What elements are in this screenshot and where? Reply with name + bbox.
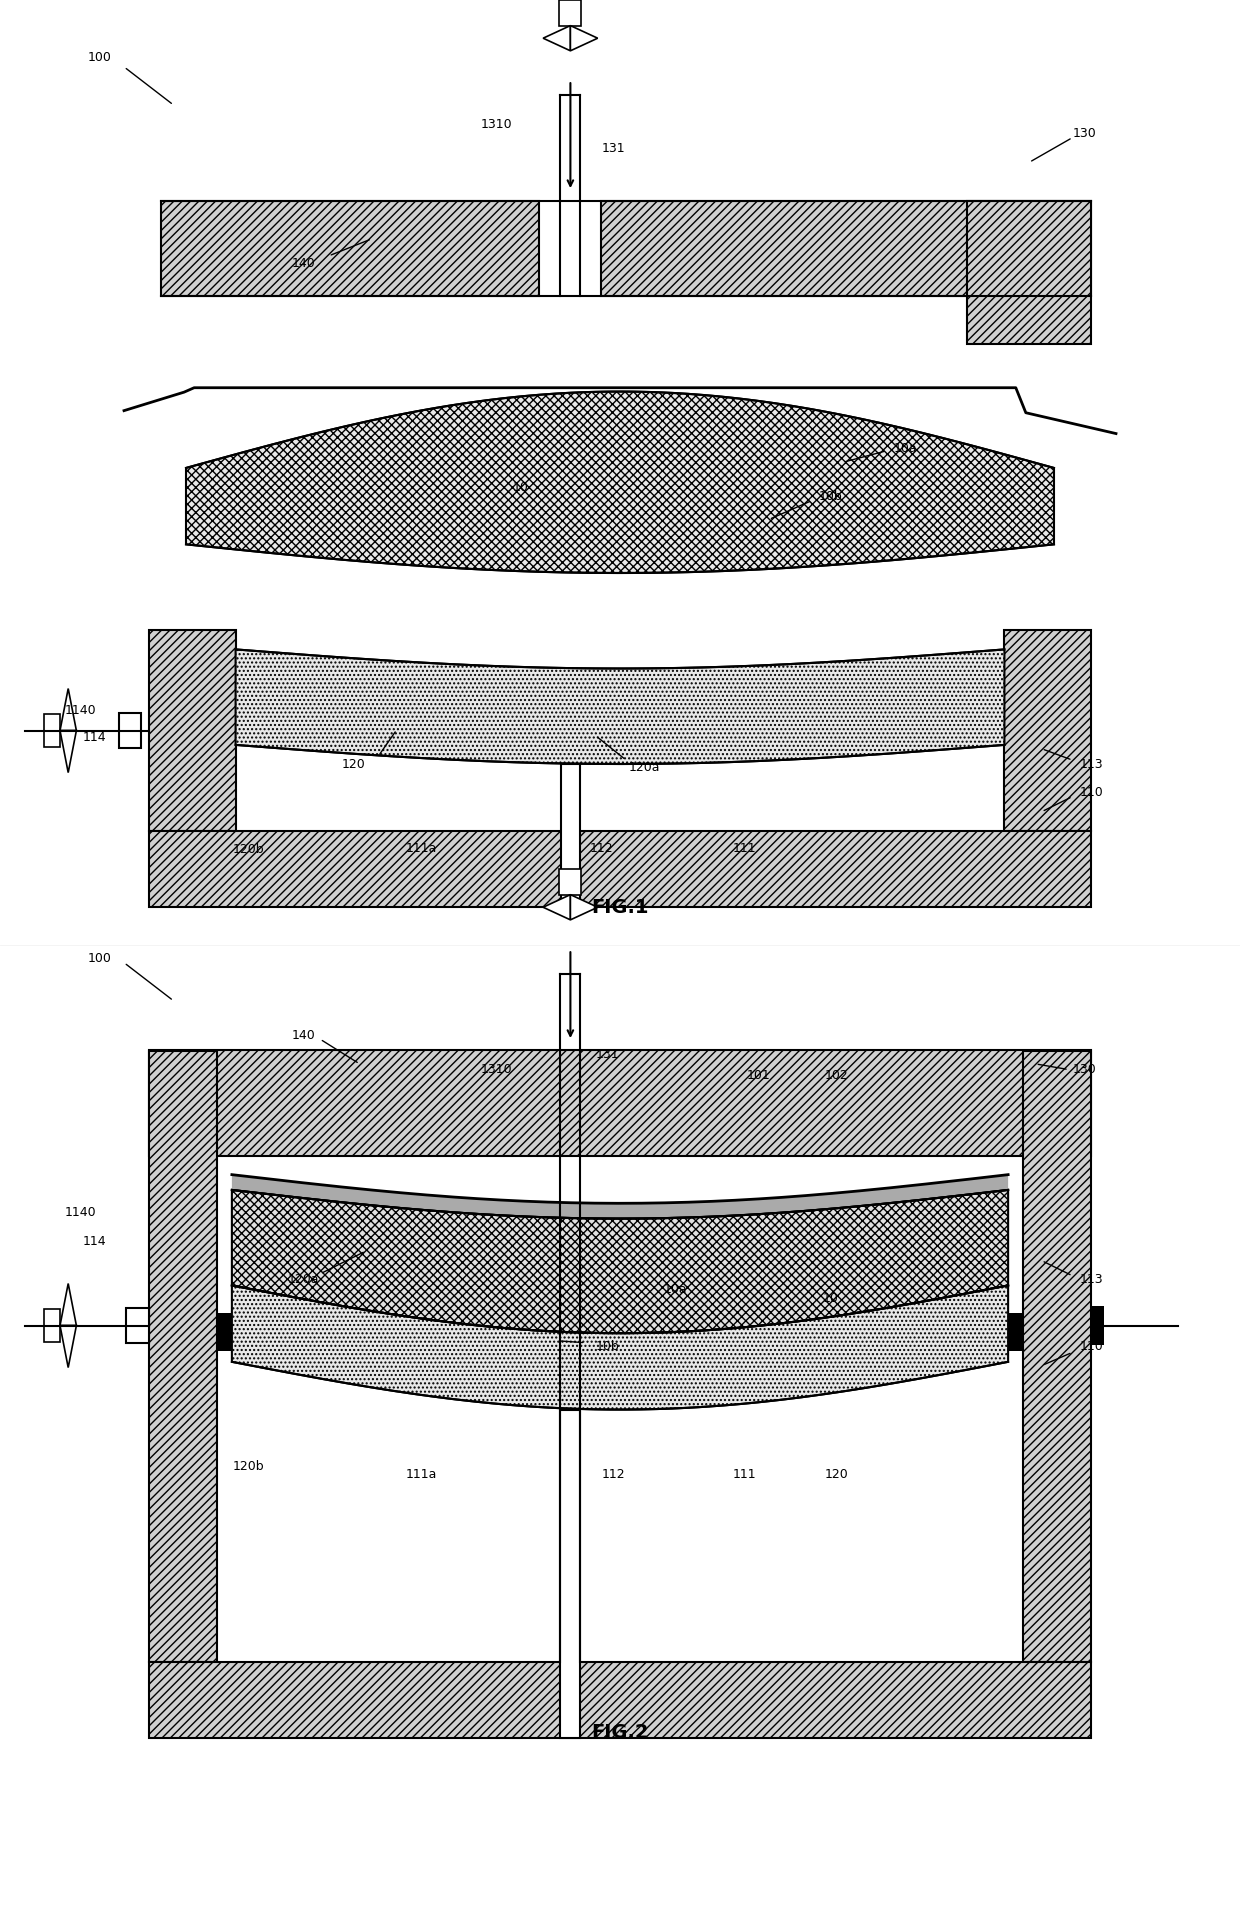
Text: 130: 130 (1073, 128, 1097, 139)
Text: 114: 114 (82, 1236, 107, 1247)
Text: 120: 120 (825, 1469, 849, 1480)
Text: 10b: 10b (818, 491, 843, 502)
Bar (119, 714, 141, 749)
Text: 112: 112 (601, 1469, 626, 1480)
Bar (149, 831, 1091, 907)
Text: 113: 113 (1079, 1274, 1104, 1285)
Text: 110: 110 (1079, 1341, 1104, 1352)
Text: 111: 111 (732, 1469, 756, 1480)
Bar (217, 1314, 232, 1352)
Text: 112: 112 (589, 842, 614, 854)
Text: 130: 130 (1073, 1064, 1097, 1075)
Text: 113: 113 (1079, 758, 1104, 770)
Text: FIG.1: FIG.1 (591, 898, 649, 917)
Text: 120a: 120a (288, 1274, 320, 1285)
Text: 10b: 10b (595, 1341, 620, 1352)
Text: 111a: 111a (405, 842, 438, 854)
Text: 111a: 111a (405, 1469, 438, 1480)
Polygon shape (232, 1175, 1008, 1219)
Bar (161, 201, 539, 296)
Bar (1008, 1314, 1023, 1352)
Polygon shape (543, 894, 570, 921)
Polygon shape (60, 1326, 77, 1368)
Text: 114: 114 (82, 732, 107, 743)
Bar (559, 869, 582, 894)
Text: 131: 131 (601, 143, 626, 155)
Text: FIG.2: FIG.2 (591, 1723, 649, 1742)
Text: 131: 131 (595, 1049, 620, 1060)
Text: 111: 111 (732, 842, 756, 854)
Text: 120: 120 (341, 758, 366, 770)
Bar (126, 1308, 149, 1343)
Polygon shape (60, 732, 77, 774)
Bar (967, 201, 1091, 344)
Text: 140: 140 (291, 258, 316, 269)
Polygon shape (570, 25, 598, 52)
Bar (1004, 630, 1091, 831)
Polygon shape (236, 649, 1004, 764)
Text: 100: 100 (87, 953, 112, 965)
Text: 10a: 10a (663, 1284, 688, 1295)
Polygon shape (60, 1284, 77, 1326)
Text: 140: 140 (291, 1029, 316, 1041)
Text: 10: 10 (823, 1293, 838, 1305)
Text: 1310: 1310 (480, 118, 512, 130)
Text: 1140: 1140 (64, 705, 97, 716)
Polygon shape (60, 688, 77, 732)
Bar (1091, 1306, 1104, 1345)
Polygon shape (570, 894, 598, 921)
Bar (559, 0, 582, 25)
Polygon shape (232, 1190, 1008, 1333)
Bar (149, 1050, 217, 1662)
Bar (43, 1308, 60, 1343)
Text: 100: 100 (87, 52, 112, 63)
Polygon shape (232, 1285, 1008, 1410)
Polygon shape (186, 392, 1054, 573)
Bar (601, 201, 1091, 296)
Text: 120b: 120b (232, 1461, 264, 1473)
Bar (560, 764, 580, 907)
Text: 120a: 120a (629, 762, 661, 774)
Bar (43, 714, 60, 747)
Text: 10a: 10a (893, 443, 918, 455)
Bar (149, 630, 236, 831)
Text: 102: 102 (825, 1070, 849, 1081)
Text: 120b: 120b (232, 844, 264, 856)
Text: 101: 101 (746, 1070, 771, 1081)
Bar (149, 1662, 1091, 1738)
Text: 10: 10 (513, 481, 528, 493)
Text: 1310: 1310 (480, 1064, 512, 1075)
Text: 1140: 1140 (64, 1207, 97, 1219)
Bar (1023, 1050, 1091, 1662)
Bar (560, 1410, 580, 1738)
Polygon shape (543, 25, 570, 52)
Bar (149, 1050, 1091, 1156)
Text: 110: 110 (1079, 787, 1104, 798)
